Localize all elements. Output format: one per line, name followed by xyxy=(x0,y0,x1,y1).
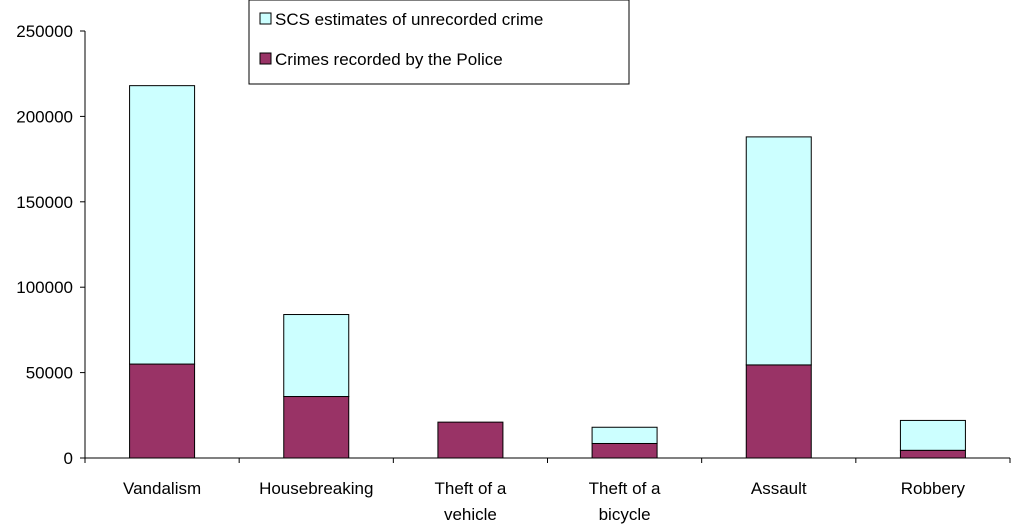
bar-segment-unrecorded xyxy=(745,136,812,366)
bar-segment-unrecorded xyxy=(129,85,196,365)
x-tick-label: Housebreaking xyxy=(259,479,373,498)
bars xyxy=(129,85,966,459)
bar-segment-unrecorded xyxy=(899,419,966,451)
bar-segment-unrecorded xyxy=(283,314,350,398)
axes: 0 50000 100000 150000 200000 250000 Vandalism H… xyxy=(16,22,1011,524)
y-tick-label: 0 xyxy=(64,449,73,468)
y-tick-label: 200000 xyxy=(16,107,73,126)
legend: SCS estimates of unrecorded crime Crimes … xyxy=(248,0,630,85)
y-tick-label: 150000 xyxy=(16,193,73,212)
bar-segment-recorded xyxy=(283,396,350,459)
legend-label: SCS estimates of unrecorded crime xyxy=(275,10,543,29)
legend-swatch xyxy=(259,52,272,65)
bar-segment-recorded xyxy=(129,363,196,459)
legend-swatch xyxy=(259,12,272,25)
bar-segment-unrecorded xyxy=(591,426,658,444)
bar-segment-recorded xyxy=(591,442,658,459)
bar-segment-recorded xyxy=(745,364,812,459)
x-tick-label: Theft of a bicycle xyxy=(589,479,661,524)
y-tick-label: 100000 xyxy=(16,278,73,297)
bar-segment-recorded xyxy=(437,421,504,459)
x-tick-label: Assault xyxy=(751,479,807,498)
y-tick-label: 250000 xyxy=(16,22,73,41)
x-tick-label: Vandalism xyxy=(123,479,201,498)
x-tick-label: Theft of a vehicle xyxy=(435,479,507,524)
bar-segment-recorded xyxy=(899,449,966,459)
x-tick-label: Robbery xyxy=(901,479,966,498)
y-tick-label: 50000 xyxy=(26,364,73,383)
legend-box xyxy=(248,0,630,85)
legend-label: Crimes recorded by the Police xyxy=(275,50,503,69)
